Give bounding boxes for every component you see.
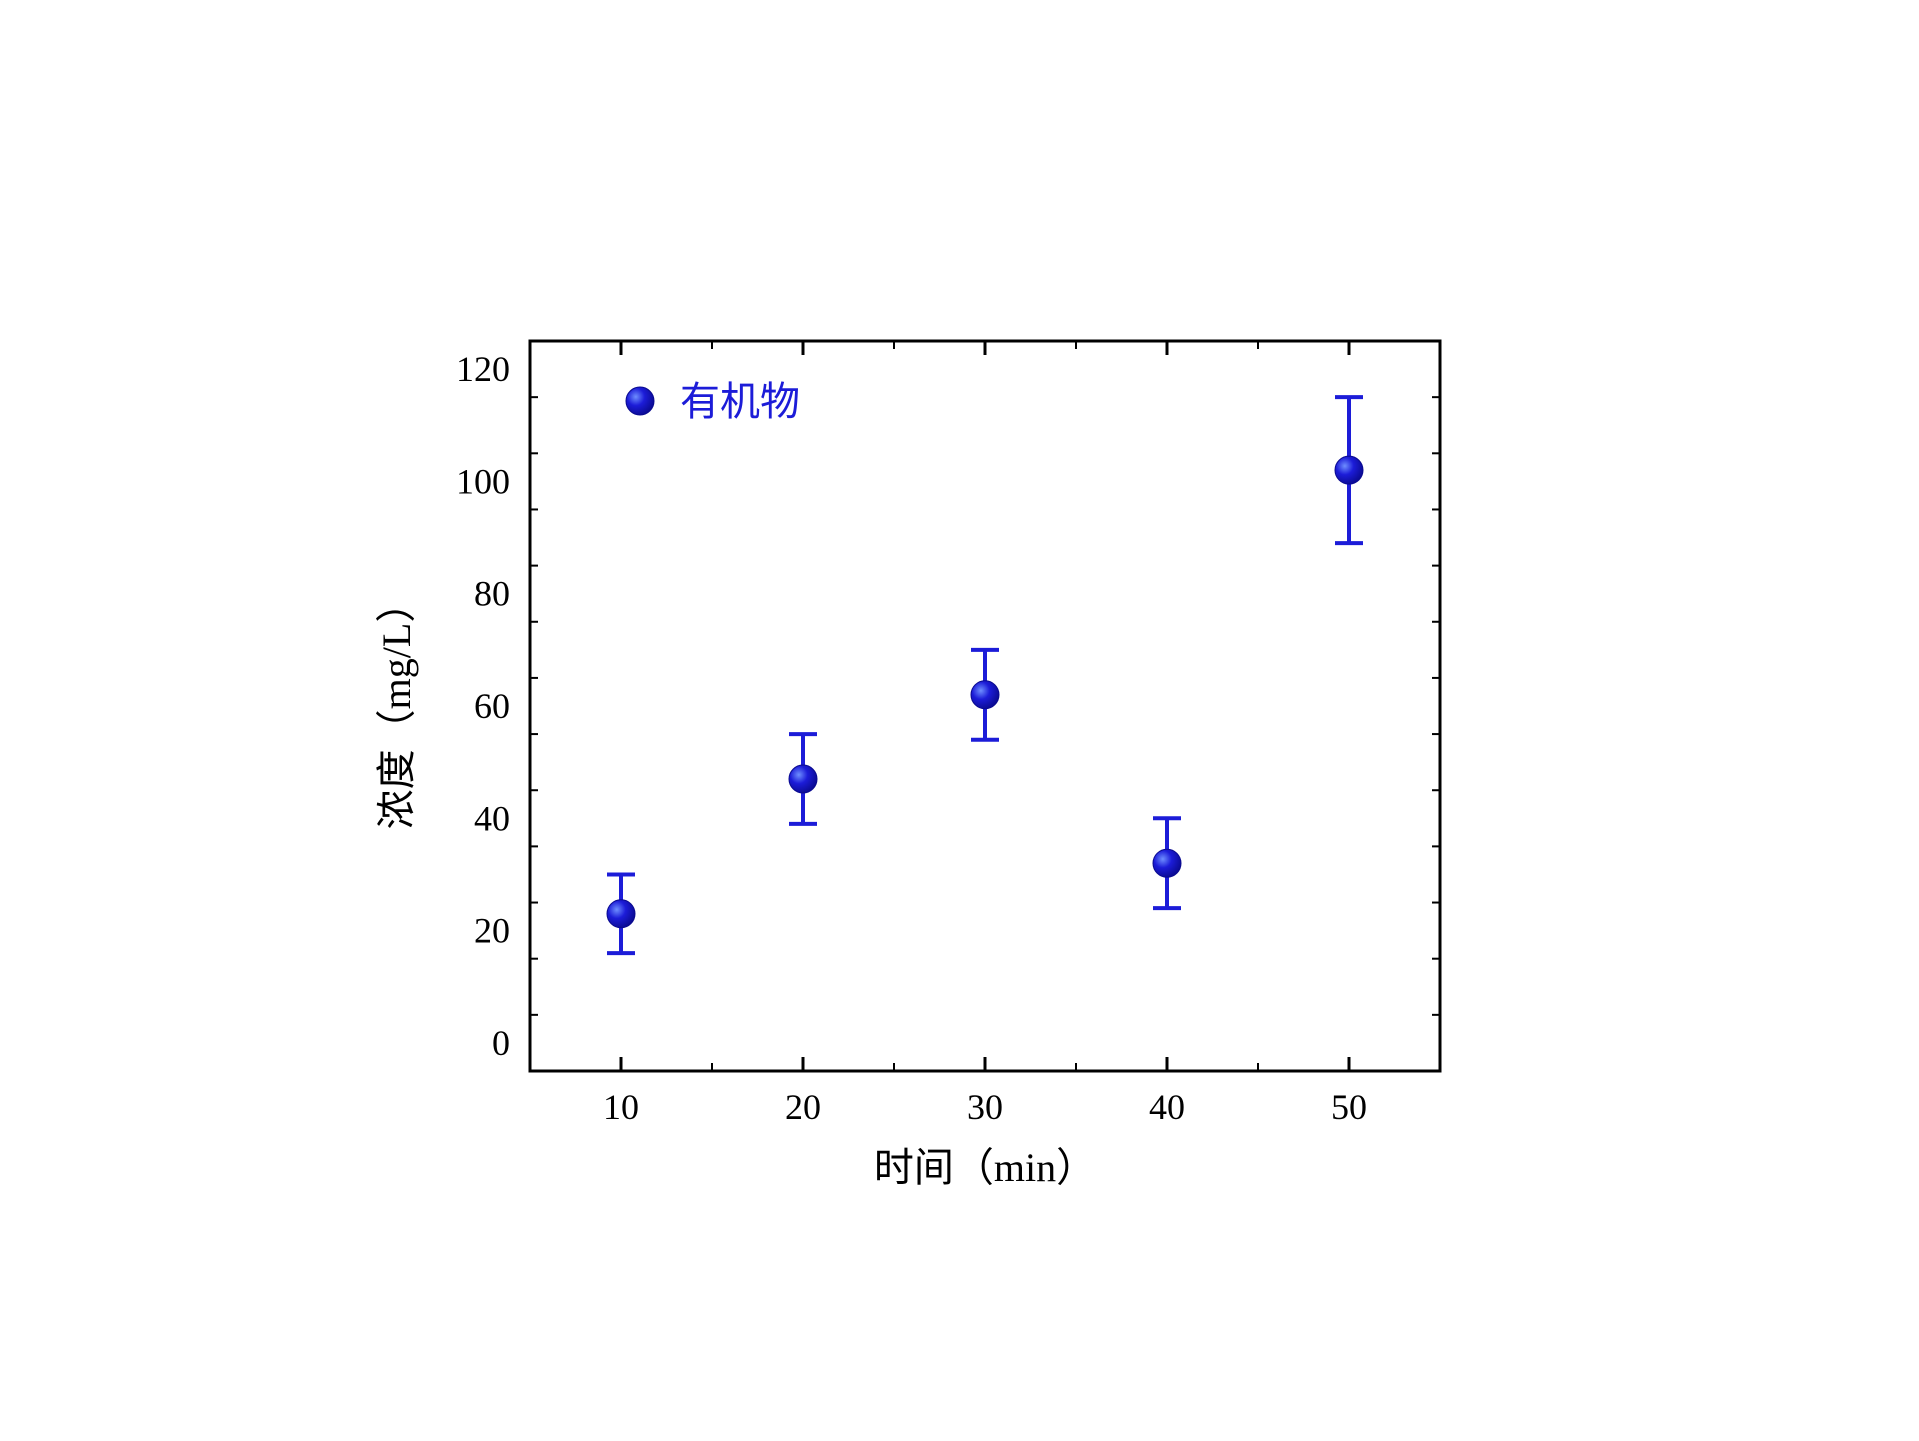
marker-sphere-icon — [607, 899, 635, 927]
marker-sphere-icon — [789, 765, 817, 793]
data-point — [789, 734, 817, 824]
y-tick-label: 0 — [492, 1022, 510, 1062]
x-axis-title: 时间（min） — [873, 1145, 1095, 1190]
data-point — [1335, 397, 1363, 543]
legend-marker-icon — [626, 387, 654, 415]
data-point — [607, 874, 635, 953]
marker-sphere-icon — [971, 680, 999, 708]
x-tick-label: 50 — [1331, 1087, 1367, 1127]
legend-label: 有机物 — [680, 379, 800, 424]
y-tick-label: 80 — [474, 573, 510, 613]
marker-sphere-icon — [1153, 849, 1181, 877]
y-axis-title: 浓度（mg/L） — [374, 582, 419, 829]
x-tick-label: 40 — [1149, 1087, 1185, 1127]
y-tick-label: 20 — [474, 910, 510, 950]
scatter-chart: 10 20 30 40 50 0 20 40 60 80 100 120 时间（min） 浓度（mg/L）… — [320, 241, 1600, 1201]
x-tick-label: 30 — [967, 1087, 1003, 1127]
chart-container: 10 20 30 40 50 0 20 40 60 80 100 120 时间（min） 浓度（mg/L）… — [320, 241, 1600, 1201]
y-tick-label: 40 — [474, 798, 510, 838]
marker-sphere-icon — [1335, 456, 1363, 484]
y-tick-label: 100 — [456, 461, 510, 501]
data-point — [1153, 818, 1181, 908]
legend: 有机物 — [626, 379, 800, 424]
y-tick-label: 120 — [456, 349, 510, 389]
y-tick-label: 60 — [474, 686, 510, 726]
x-tick-label: 10 — [603, 1087, 639, 1127]
x-tick-label: 20 — [785, 1087, 821, 1127]
data-point — [971, 649, 999, 739]
